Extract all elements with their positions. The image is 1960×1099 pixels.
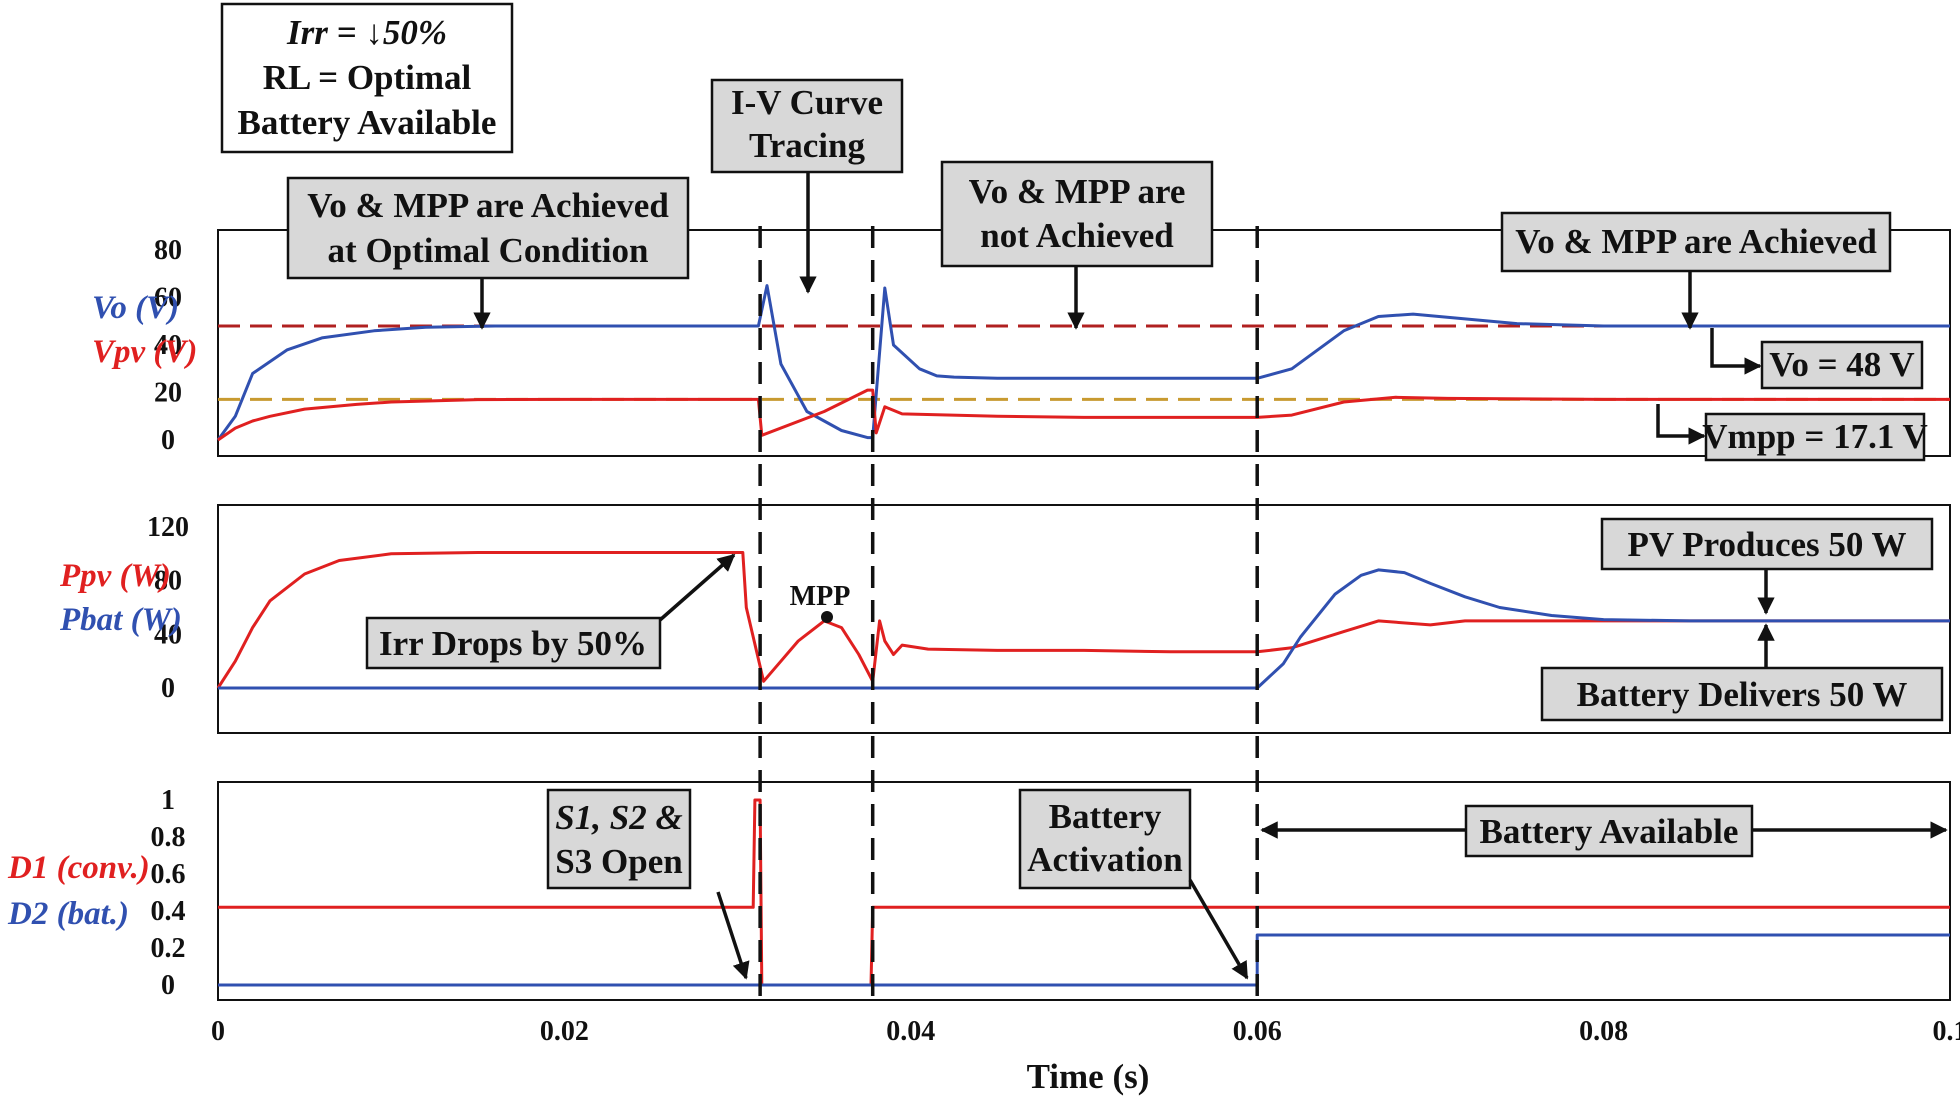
power-panel-frame xyxy=(217,504,1951,734)
condition-irr: Irr = ↓50% xyxy=(286,13,447,52)
bat-delivers-box xyxy=(1540,666,1944,722)
irr-drop-arrow xyxy=(658,553,736,622)
iv-tracing-box xyxy=(710,78,904,174)
mpp-marker xyxy=(821,611,833,623)
vmpp-ref-box xyxy=(1704,412,1926,462)
y-tick-label-2-1: 0.2 xyxy=(151,933,186,964)
switches-box xyxy=(546,788,692,890)
ylabel-d1: D1 (conv.) xyxy=(7,850,150,886)
series-line-0-1 xyxy=(217,388,1950,442)
not-achieved-line1: Vo & MPP are xyxy=(969,172,1186,211)
achieved-optimal-box xyxy=(286,176,690,280)
pv-produces-text: PV Produces 50 W xyxy=(1627,525,1906,564)
y-tick-label-0-1: 20 xyxy=(154,378,182,409)
pv-produces-box xyxy=(1600,517,1934,571)
not-achieved-line2: not Achieved xyxy=(980,216,1174,255)
condition-battery: Battery Available xyxy=(238,103,497,142)
achieved-text: Vo & MPP are Achieved xyxy=(1515,222,1877,261)
y-tick-label-0-3: 60 xyxy=(154,283,182,314)
not-achieved-box xyxy=(940,160,1214,268)
x-tick-label-1: 0.02 xyxy=(540,1016,589,1047)
vo-ref-box xyxy=(1760,340,1924,390)
bat-activation-line1: Battery xyxy=(1049,797,1162,836)
switches-line1: S1, S2 & xyxy=(555,798,682,837)
switches-line2: S3 Open xyxy=(555,842,682,881)
series-line-2-1 xyxy=(218,933,1950,987)
ylabel-vo: Vo (V) xyxy=(92,290,179,326)
y-tick-label-2-4: 0.8 xyxy=(151,822,186,853)
vmpp-ref-arrow xyxy=(1656,404,1706,445)
y-tick-label-2-2: 0.4 xyxy=(151,896,186,927)
y-tick-label-1-1: 40 xyxy=(154,619,182,650)
iv-tracing-line2: Tracing xyxy=(749,126,866,165)
y-tick-label-0-2: 40 xyxy=(154,330,182,361)
bat-activation-arrow xyxy=(1188,879,1249,980)
iv-tracing-line1: I-V Curve xyxy=(731,83,883,122)
y-tick-label-2-3: 0.6 xyxy=(151,859,186,890)
ylabel-ppv: Ppv (W) xyxy=(59,558,171,594)
y-tick-label-0-0: 0 xyxy=(161,425,175,456)
series-line-1-1 xyxy=(218,568,1950,690)
duty-panel-frame xyxy=(217,781,1951,1001)
irr-drop-box xyxy=(365,616,662,670)
y-tick-label-2-5: 1 xyxy=(161,785,175,816)
bat-available-text: Battery Available xyxy=(1480,812,1739,851)
vmpp-ref-text: Vmpp = 17.1 V xyxy=(1702,417,1927,456)
y-tick-label-0-4: 80 xyxy=(154,235,182,266)
conditions-box xyxy=(220,2,514,154)
y-tick-label-1-3: 120 xyxy=(147,512,189,543)
series-line-0-0 xyxy=(216,284,1950,441)
x-tick-label-2: 0.04 xyxy=(886,1016,935,1047)
bat-available-box xyxy=(1464,804,1754,858)
y-tick-label-1-0: 0 xyxy=(161,673,175,704)
ylabel-vpv: Vpv (V) xyxy=(92,334,197,370)
condition-rl: RL = Optimal xyxy=(263,58,472,97)
vo-ref-arrow xyxy=(1710,328,1762,375)
mpp-label: MPP xyxy=(790,581,851,612)
bat-delivers-text: Battery Delivers 50 W xyxy=(1577,675,1908,714)
bat-activation-box xyxy=(1018,788,1192,890)
x-tick-label-0: 0 xyxy=(211,1016,225,1047)
x-tick-label-4: 0.08 xyxy=(1579,1016,1628,1047)
y-tick-label-1-2: 80 xyxy=(154,566,182,597)
achieved-box xyxy=(1500,211,1892,273)
vo-ref-text: Vo = 48 V xyxy=(1769,345,1914,384)
ylabel-pbat: Pbat (W) xyxy=(59,602,182,638)
x-tick-label-3: 0.06 xyxy=(1233,1016,1282,1047)
y-tick-label-2-0: 0 xyxy=(161,970,175,1001)
bat-activation-line2: Activation xyxy=(1027,840,1183,879)
x-axis-label: Time (s) xyxy=(1027,1057,1150,1096)
switches-arrow xyxy=(716,891,750,980)
irr-drop-text: Irr Drops by 50% xyxy=(379,624,647,663)
achieved-optimal-line2: at Optimal Condition xyxy=(328,231,649,270)
ylabel-d2: D2 (bat.) xyxy=(7,896,129,932)
achieved-optimal-line1: Vo & MPP are Achieved xyxy=(307,186,669,225)
x-tick-label-5: 0.1 xyxy=(1933,1016,1960,1047)
